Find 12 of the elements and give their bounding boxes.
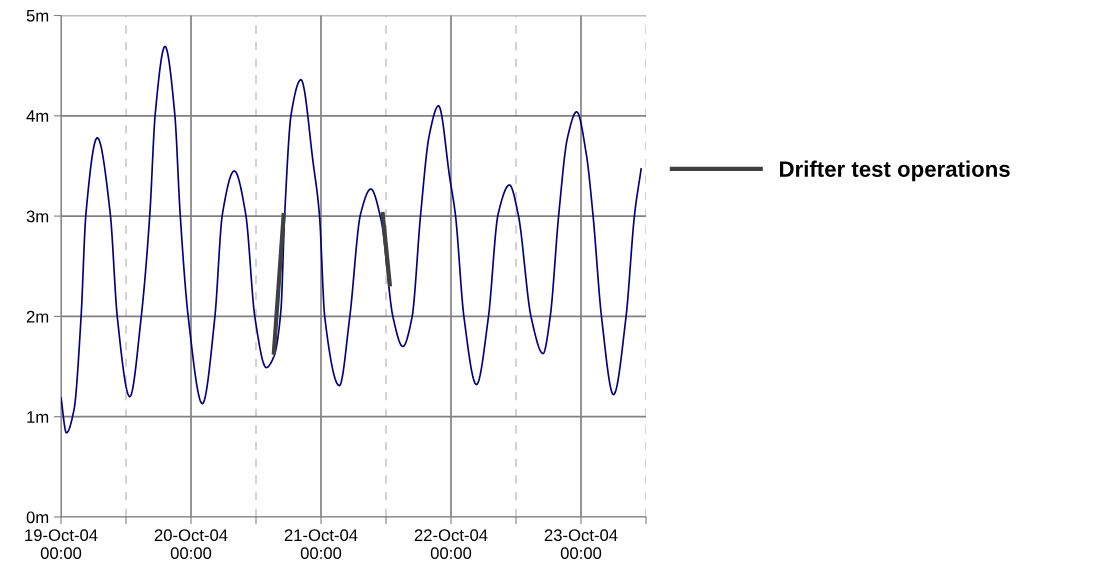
legend-label: Drifter test operations [780,160,1010,182]
x-tick-label: 22-Oct-04 00:00 [414,529,488,559]
y-tick-label: 1m [27,411,49,423]
x-tick-label: 20-Oct-04 00:00 [154,529,228,559]
y-tick-label: 2m [26,310,49,323]
x-tick-label: 21-Oct-04 00:00 [284,529,358,559]
y-tick-label: 4m [26,110,49,122]
y-tick-label: 0m [26,511,49,524]
y-tick-label: 3m [26,210,49,223]
x-tick-label: 23-Oct-04 00:00 [544,529,618,559]
y-tick-label: 5m [26,10,49,22]
x-tick-label: 19-Oct-04 00:00 [25,529,98,559]
